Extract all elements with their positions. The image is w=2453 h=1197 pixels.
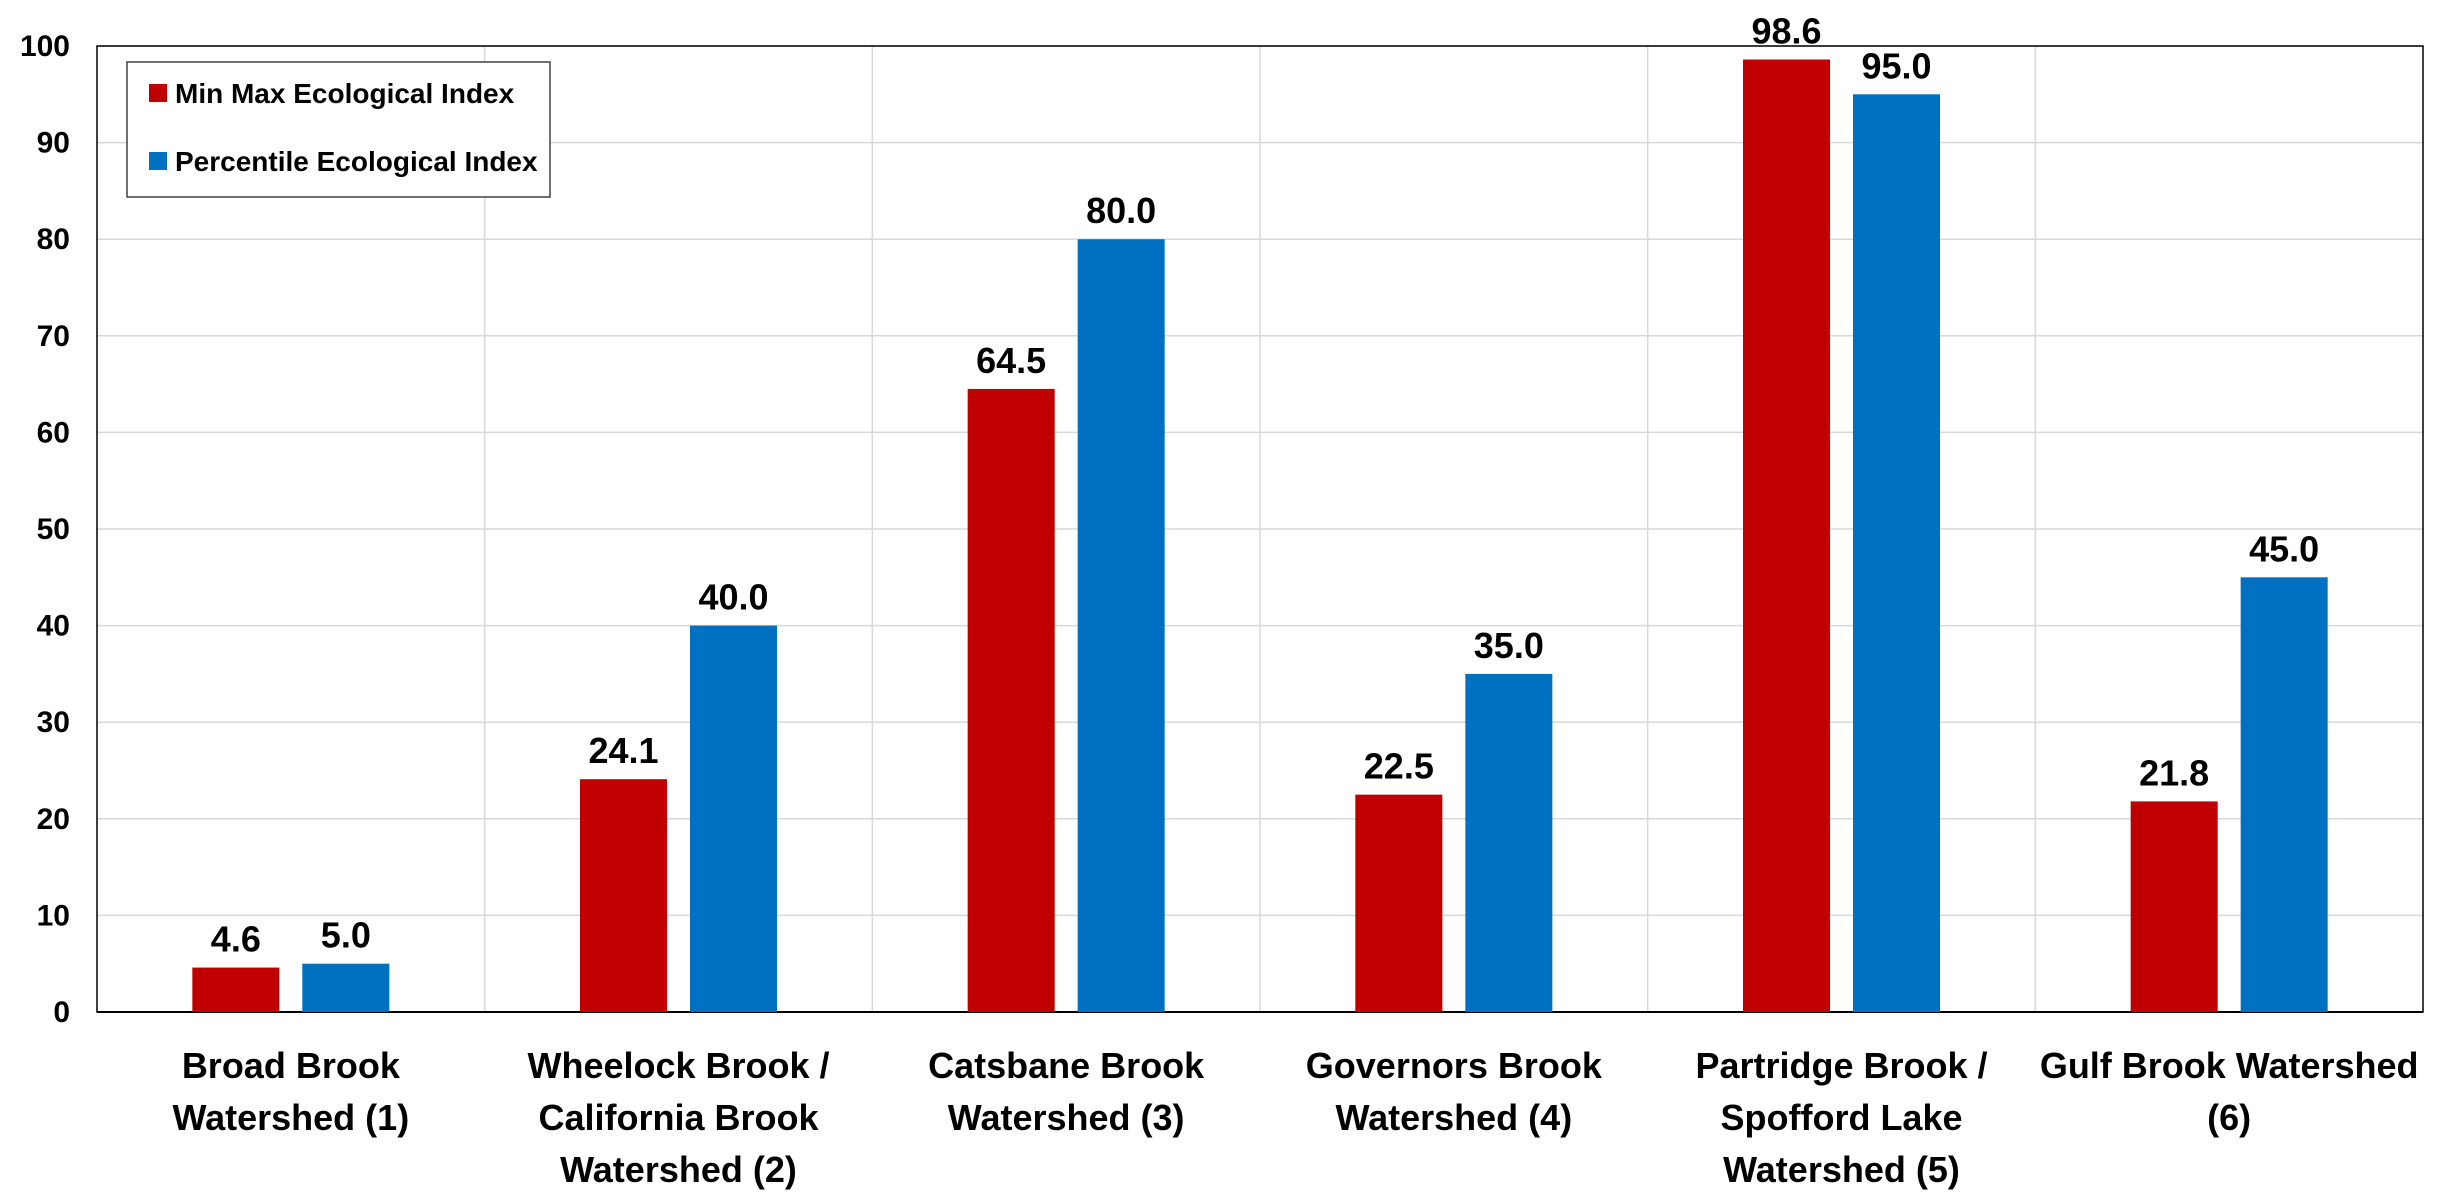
- y-tick-label: 10: [37, 899, 70, 932]
- x-tick-label-line: Watershed (4): [1335, 1097, 1572, 1138]
- x-tick-label: Partridge Brook / Spofford Lake Watershed …: [1695, 1045, 1987, 1190]
- x-tick-label: Catsbane Brook Watershed (3): [928, 1045, 1205, 1138]
- y-tick-label: 40: [37, 610, 70, 643]
- y-tick-label: 30: [37, 706, 70, 739]
- x-axis: Broad Brook Watershed (1) Wheelock Brook /…: [172, 1045, 2418, 1190]
- x-tick-label-line: (6): [2207, 1097, 2251, 1138]
- x-tick-label: Gulf Brook Watershed (6): [2040, 1045, 2419, 1138]
- x-tick-label: Governors Brook Watershed (4): [1306, 1045, 1603, 1138]
- data-label: 21.8: [2139, 752, 2209, 793]
- x-tick-label: Wheelock Brook / California Brook Watershe…: [527, 1045, 829, 1190]
- x-tick-label-line: Wheelock Brook /: [527, 1045, 829, 1086]
- grid-lines: [96, 45, 2424, 1013]
- y-tick-label: 80: [37, 223, 70, 256]
- legend-label: Percentile Ecological Index: [175, 146, 538, 177]
- y-tick-label: 70: [37, 320, 70, 353]
- bar: [302, 963, 390, 1012]
- data-label: 95.0: [1861, 45, 1931, 86]
- x-tick-label: Broad Brook Watershed (1): [172, 1045, 409, 1138]
- bar: [1355, 794, 1443, 1012]
- bar: [2240, 577, 2328, 1012]
- x-tick-label-line: Partridge Brook /: [1695, 1045, 1987, 1086]
- x-tick-label-line: Catsbane Brook: [928, 1045, 1205, 1086]
- legend: Min Max Ecological Index Percentile Ecolo…: [126, 61, 551, 198]
- data-labels: 4.6 5.0 24.1 40.0 64.5 80.0 22.5 35.0 98.6 95.0 21…: [211, 11, 2319, 960]
- x-tick-label-line: Watershed (5): [1723, 1149, 1960, 1190]
- data-label: 98.6: [1751, 11, 1821, 52]
- bar: [967, 388, 1055, 1012]
- legend-box: [126, 61, 551, 198]
- bar: [2130, 801, 2218, 1012]
- x-tick-label-line: Watershed (1): [172, 1097, 409, 1138]
- data-label: 24.1: [588, 730, 658, 771]
- bar: [1853, 94, 1940, 1013]
- bars: [192, 59, 2328, 1013]
- data-label: 35.0: [1474, 625, 1544, 666]
- x-tick-label-line: Gulf Brook Watershed: [2040, 1045, 2419, 1086]
- y-tick-label: 0: [53, 996, 70, 1029]
- y-tick-label: 90: [37, 127, 70, 160]
- bar: [1077, 239, 1165, 1012]
- bar: [690, 625, 777, 1012]
- data-label: 5.0: [321, 915, 371, 956]
- data-label: 45.0: [2249, 528, 2319, 569]
- data-label: 64.5: [976, 340, 1046, 381]
- y-tick-label: 60: [37, 416, 70, 449]
- y-tick-label: 50: [37, 513, 70, 546]
- bar: [1743, 59, 1830, 1013]
- legend-swatch: [149, 152, 167, 170]
- bar: [192, 967, 280, 1012]
- data-label: 40.0: [698, 577, 768, 618]
- x-tick-label-line: Watershed (2): [560, 1149, 797, 1190]
- bar: [1465, 673, 1553, 1012]
- legend-swatch: [149, 84, 167, 102]
- x-tick-label-line: Spofford Lake: [1720, 1097, 1962, 1138]
- legend-label: Min Max Ecological Index: [175, 78, 515, 109]
- x-tick-label-line: Watershed (3): [948, 1097, 1185, 1138]
- data-label: 4.6: [211, 919, 261, 960]
- data-label: 80.0: [1086, 190, 1156, 231]
- y-tick-label: 100: [20, 30, 70, 63]
- data-label: 22.5: [1364, 746, 1434, 787]
- x-tick-label-line: Broad Brook: [182, 1045, 401, 1086]
- y-tick-label: 20: [37, 803, 70, 836]
- y-axis: 0 10 20 30 40 50 60 70 80 90 100: [20, 30, 2423, 1029]
- bar: [580, 779, 667, 1012]
- x-tick-label-line: Governors Brook: [1306, 1045, 1603, 1086]
- x-tick-label-line: California Brook: [538, 1097, 819, 1138]
